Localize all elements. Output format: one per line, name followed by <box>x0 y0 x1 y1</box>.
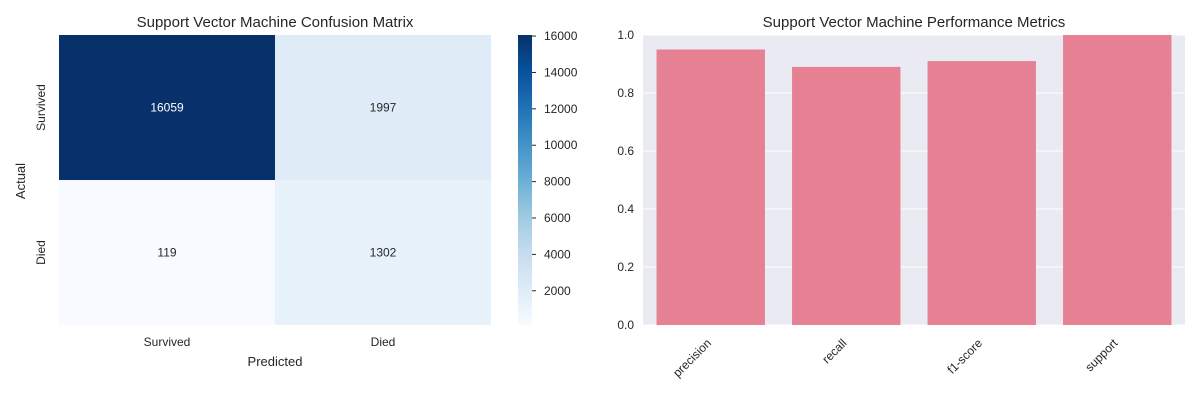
heatmap-cell-value: 1997 <box>370 101 397 115</box>
colorbar-gradient <box>518 35 532 325</box>
heatmap-colorbar: 2000 4000 6000 8000 10000 12000 14000 16000 <box>518 29 578 325</box>
heatmap-title: Support Vector Machine Confusion Matrix <box>137 14 414 31</box>
performance-metrics-bar-chart: Support Vector Machine Performance Metri… <box>617 14 1185 380</box>
heatmap-x-tick-label: Survived <box>144 335 191 349</box>
bar-chart-y-tick-label: 0.8 <box>617 86 634 100</box>
bar-chart-y-tick-label: 0.4 <box>617 202 634 216</box>
bar-support <box>1063 35 1172 325</box>
colorbar-tick-label: 14000 <box>544 65 578 79</box>
bar-recall <box>792 66 901 326</box>
heatmap-cell-value: 1302 <box>370 246 397 260</box>
bar-chart-y-tick-label: 0.0 <box>617 318 634 332</box>
bar-chart-x-tick-label: precision <box>670 336 714 380</box>
bar-chart-y-tick-label: 0.6 <box>617 144 634 158</box>
colorbar-tick-label: 8000 <box>544 175 571 189</box>
bar-precision <box>656 49 765 325</box>
bar-chart-x-tick-label: support <box>1082 336 1121 375</box>
heatmap-cell <box>275 35 491 180</box>
bar-chart-y-tick-label: 0.2 <box>617 260 634 274</box>
colorbar-tick-label: 2000 <box>544 284 571 298</box>
heatmap-y-tick-label: Died <box>34 240 48 265</box>
colorbar-tick-label: 10000 <box>544 138 578 152</box>
confusion-matrix-heatmap: Support Vector Machine Confusion Matrix … <box>13 14 491 369</box>
heatmap-cell-value: 16059 <box>150 101 184 115</box>
bar-chart-y-tick-label: 1.0 <box>617 28 634 42</box>
bar-chart-title: Support Vector Machine Performance Metri… <box>763 14 1066 31</box>
heatmap-y-tick-label: Survived <box>34 84 48 131</box>
heatmap-cell <box>59 180 275 325</box>
bar-chart-x-tick-label: f1-score <box>944 336 985 377</box>
heatmap-x-axis-label: Predicted <box>248 354 303 369</box>
colorbar-tick-label: 6000 <box>544 211 571 225</box>
colorbar-tick-label: 12000 <box>544 102 578 116</box>
heatmap-cell <box>59 35 275 180</box>
colorbar-tick-label: 16000 <box>544 29 578 43</box>
heatmap-x-tick-label: Died <box>371 335 396 349</box>
bar-f1-score <box>927 61 1036 325</box>
colorbar-tick-label: 4000 <box>544 247 571 261</box>
heatmap-cell <box>275 180 491 325</box>
bar-chart-x-tick-label: recall <box>819 336 849 366</box>
heatmap-y-axis-label: Actual <box>13 163 28 199</box>
heatmap-cell-value: 119 <box>157 246 176 260</box>
